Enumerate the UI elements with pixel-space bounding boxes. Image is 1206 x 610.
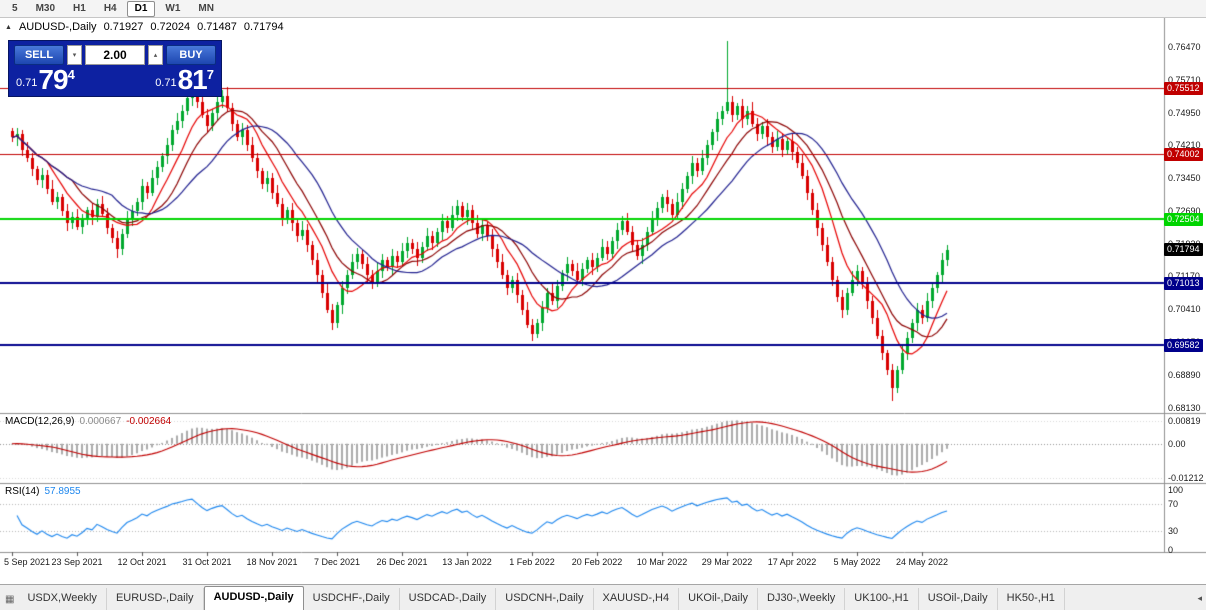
period-button-mn[interactable]: MN [198,2,214,14]
chart-tab-hk50-h1[interactable]: HK50-,H1 [998,588,1065,610]
period-toolbar: 5 M30 H1 H4 D1 W1 MN [0,0,1206,18]
chart-tab-audusd-daily[interactable]: AUDUSD-,Daily [203,586,304,610]
chart-tab-usdx-weekly[interactable]: USDX,Weekly [18,588,107,610]
one-click-trading-panel: SELL ▾ ▴ BUY 0.71 79 4 0.71 81 7 [8,40,222,97]
price-chart-canvas[interactable] [0,18,1206,584]
chart-tab-eurusd-daily[interactable]: EURUSD-,Daily [107,588,204,610]
chart-tab-usdchf-daily[interactable]: USDCHF-,Daily [304,588,400,610]
chart-tab-bar: ▦ USDX,Weekly EURUSD-,Daily AUDUSD-,Daily U… [0,584,1206,610]
volume-decrease-button[interactable]: ▾ [67,45,82,65]
buy-price-point: 7 [206,67,214,82]
period-button-h1[interactable]: H1 [73,2,86,14]
chart-tab-usdcnh-daily[interactable]: USDCNH-,Daily [496,588,594,610]
sell-button[interactable]: SELL [14,45,64,65]
buy-price-pips: 81 [177,64,208,95]
period-button-d1[interactable]: D1 [126,0,156,17]
sell-price-point: 4 [67,67,75,82]
sell-price-pips: 79 [38,64,68,95]
chart-tab-usoil-daily[interactable]: USOil-,Daily [919,588,998,610]
period-button-h4[interactable]: H4 [103,2,117,14]
tab-scroll-left-icon[interactable]: ◂ [1195,593,1204,604]
period-button-5[interactable]: 5 [12,2,18,14]
sell-price-display: 0.71 79 4 [16,64,75,95]
sell-price-prefix: 0.71 [16,77,38,89]
volume-increase-button[interactable]: ▴ [148,45,163,65]
chart-tab-dj30-weekly[interactable]: DJ30-,Weekly [758,588,846,610]
chevron-up-icon: ▴ [153,52,158,59]
period-button-m30[interactable]: M30 [35,2,56,14]
buy-price-prefix: 0.71 [155,77,177,89]
buy-price-display: 0.71 81 7 [155,64,214,95]
chart-tab-usdcad-daily[interactable]: USDCAD-,Daily [400,588,497,610]
chart-tab-xauusd-h4[interactable]: XAUUSD-,H4 [594,588,680,610]
chart-window[interactable]: ▲ AUDUSD-,Daily 0.71927 0.72024 0.71487 … [0,18,1206,584]
chart-tab-ukoil-daily[interactable]: UKOil-,Daily [679,588,759,610]
chevron-down-icon: ▾ [72,52,77,59]
period-button-w1[interactable]: W1 [165,2,181,14]
chart-tab-uk100-h1[interactable]: UK100-,H1 [845,588,919,610]
buy-button[interactable]: BUY [166,45,216,65]
volume-input[interactable] [85,45,145,65]
chart-list-icon: ▦ [5,594,15,605]
